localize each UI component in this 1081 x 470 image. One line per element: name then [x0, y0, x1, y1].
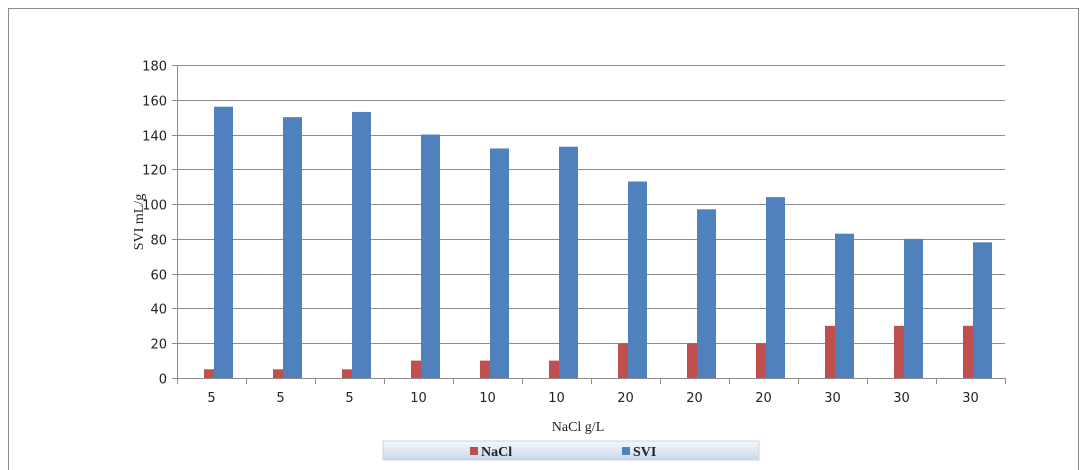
x-tick-label: 10	[479, 391, 496, 406]
bar-svi	[628, 181, 647, 378]
x-tick-label: 20	[686, 391, 703, 406]
bar-nacl	[273, 369, 292, 378]
bar-svi	[973, 242, 992, 378]
bar-svi	[283, 117, 302, 379]
x-tick-label: 30	[962, 391, 979, 406]
x-tick-label: 5	[207, 391, 215, 406]
y-tick-label: 140	[142, 130, 167, 145]
legend-label-nacl: NaCl	[481, 445, 512, 460]
bar-svi	[559, 146, 578, 378]
y-tick-label: 180	[142, 60, 167, 75]
y-axis-title: SVI mL/g	[132, 194, 147, 250]
x-tick-label: 10	[548, 391, 565, 406]
y-tick-label: 80	[150, 234, 167, 249]
bar-svi	[766, 197, 785, 378]
y-tick-label: 40	[150, 303, 167, 318]
y-tick-label: 160	[142, 95, 167, 110]
x-tick-label: 30	[824, 391, 841, 406]
y-tick-label: 20	[150, 338, 167, 353]
y-tick-label: 0	[159, 373, 167, 388]
legend: NaCl SVI	[382, 440, 760, 461]
legend-swatch-nacl	[470, 447, 478, 455]
legend-label-svi: SVI	[633, 445, 656, 460]
x-tick-label: 5	[276, 391, 284, 406]
x-tick-label: 20	[755, 391, 772, 406]
y-tick-label: 60	[150, 269, 167, 284]
bar-nacl	[342, 369, 361, 378]
bars	[204, 106, 992, 379]
axes: 0 20 40 60 80 100 120 140 160 180 5 5 5 10 10 10 20 20 20 3…	[142, 60, 1006, 406]
legend-box	[382, 440, 760, 461]
bar-svi	[835, 233, 854, 378]
x-tick-label: 30	[893, 391, 910, 406]
x-tick-label: 10	[410, 391, 427, 406]
x-tick-label: 20	[617, 391, 634, 406]
bar-svi	[352, 111, 371, 378]
bar-svi	[490, 148, 509, 378]
bar-svi	[214, 106, 233, 378]
bar-svi	[697, 209, 716, 378]
bar-nacl	[204, 369, 223, 378]
bar-svi	[421, 134, 440, 378]
y-tick-label: 120	[142, 164, 167, 179]
x-tick-label: 5	[345, 391, 353, 406]
x-axis-title: NaCl g/L	[552, 420, 605, 435]
legend-swatch-svi	[622, 447, 630, 455]
y-tick-label: 100	[142, 199, 167, 214]
bar-svi	[904, 238, 923, 378]
